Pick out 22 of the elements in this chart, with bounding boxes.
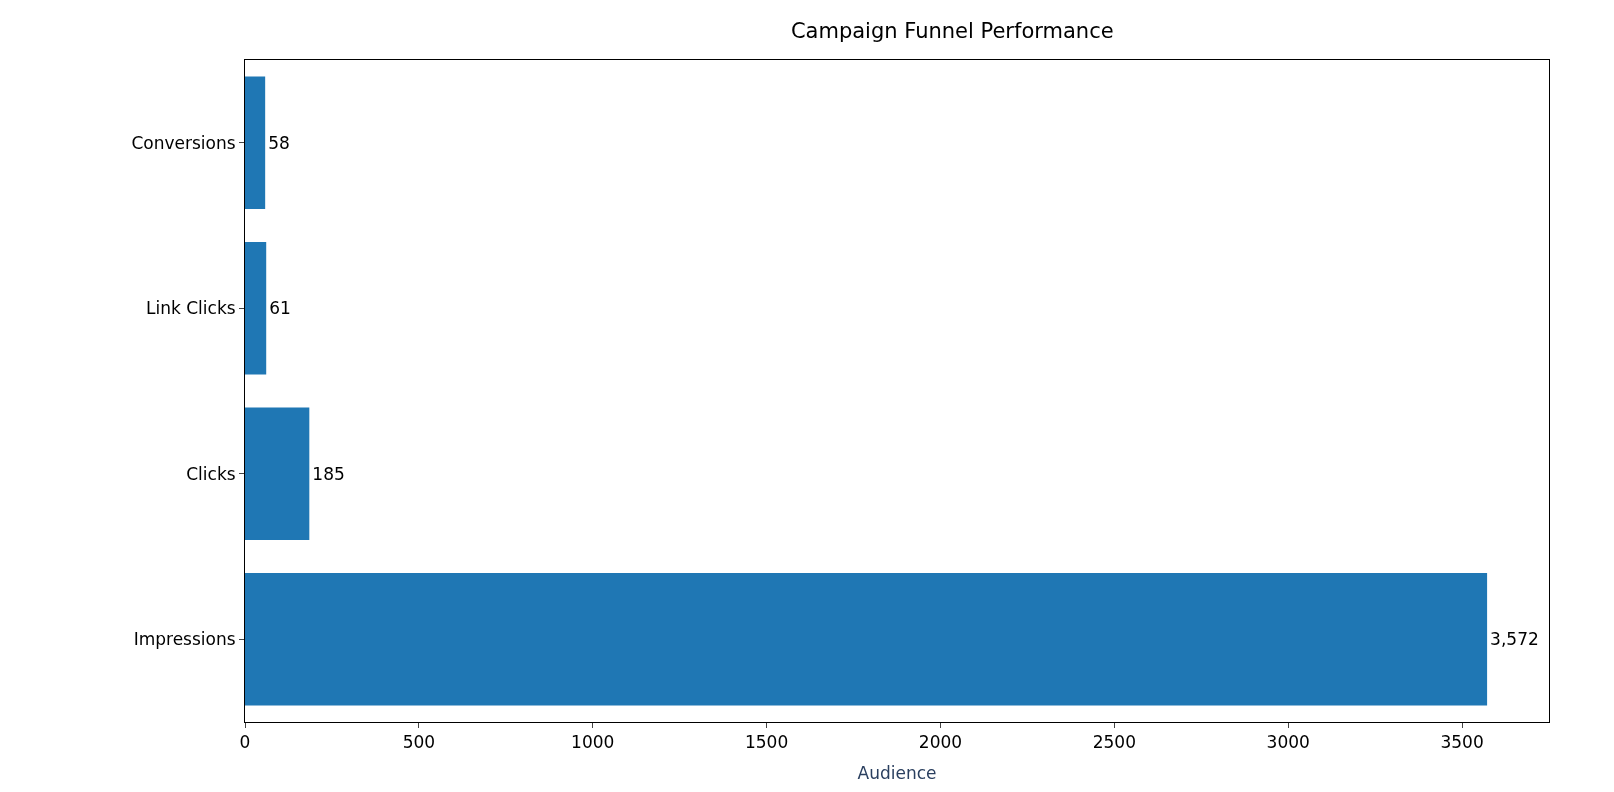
x-tick-label: 3500 [1440,732,1484,753]
x-tick-label: 2000 [918,732,963,753]
bar [245,573,1488,706]
x-axis-title: Audience [857,762,937,783]
chart-title: Campaign Funnel Performance [790,19,1114,44]
y-tick-label: Conversions [131,132,236,153]
data-label: 58 [268,132,290,153]
bar [245,407,310,540]
x-tick-label: 0 [239,732,251,753]
bar [245,76,266,209]
data-label: 185 [312,463,345,484]
y-tick-label: Link Clicks [146,298,236,319]
x-tick-label: 2500 [1092,732,1136,753]
x-tick-label: 1500 [744,732,789,753]
bar [245,242,267,375]
x-tick-label: 3000 [1266,732,1310,753]
x-tick-label: 1000 [571,732,615,753]
y-tick-label: Impressions [133,629,236,650]
x-tick-label: 500 [402,732,436,753]
data-label: 3,572 [1490,629,1539,650]
data-label: 61 [269,298,291,319]
y-tick-label: Clicks [186,463,236,484]
